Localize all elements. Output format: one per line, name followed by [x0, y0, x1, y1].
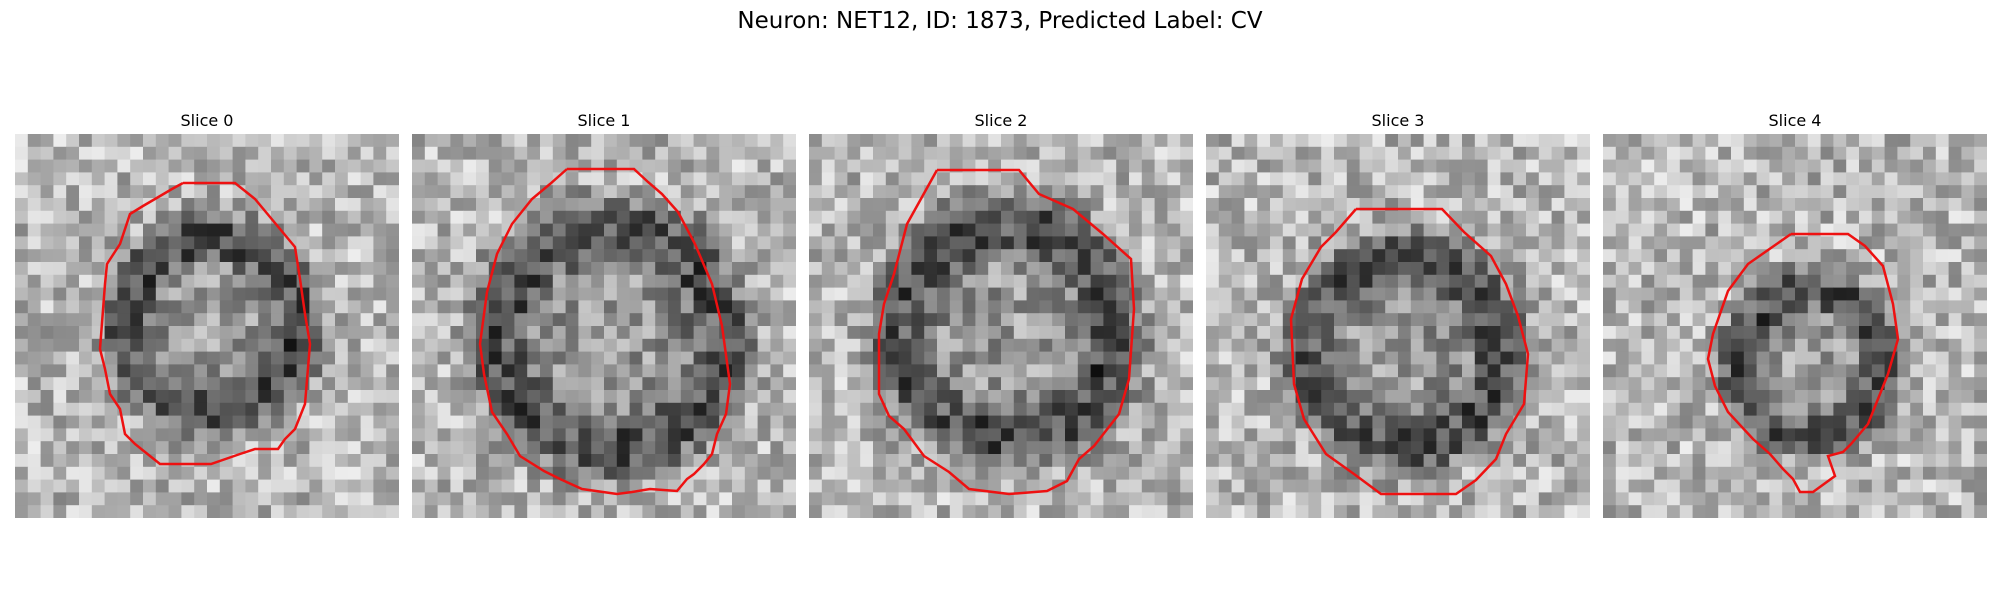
slice-image-2 [809, 134, 1193, 518]
slice-panel-1: Slice 1 [412, 108, 796, 518]
slice-panel-3: Slice 3 [1206, 108, 1590, 518]
grayscale-patch [412, 134, 796, 518]
grayscale-patch [1206, 134, 1590, 518]
slice-title-4: Slice 4 [1768, 111, 1822, 130]
contour-outline [877, 168, 1136, 496]
figure-title: Neuron: NET12, ID: 1873, Predicted Label… [737, 8, 1263, 34]
slice-panel-2: Slice 2 [809, 108, 1193, 518]
grayscale-patch [15, 134, 399, 518]
slice-image-0 [15, 134, 399, 518]
slice-title-2: Slice 2 [974, 111, 1028, 130]
contour-outline [1706, 232, 1900, 494]
slice-image-4 [1603, 134, 1987, 518]
grayscale-patch [1603, 134, 1987, 518]
slice-title-0: Slice 0 [180, 111, 234, 130]
slice-image-1 [412, 134, 796, 518]
slice-panel-4: Slice 4 [1603, 108, 1987, 518]
grayscale-patch [809, 134, 1193, 518]
slice-title-1: Slice 1 [577, 111, 631, 130]
slice-image-3 [1206, 134, 1590, 518]
slice-title-3: Slice 3 [1371, 111, 1425, 130]
contour-outline [478, 167, 732, 496]
contour-outline [1289, 207, 1530, 496]
slice-panel-0: Slice 0 [15, 108, 399, 518]
contour-outline [98, 181, 312, 466]
